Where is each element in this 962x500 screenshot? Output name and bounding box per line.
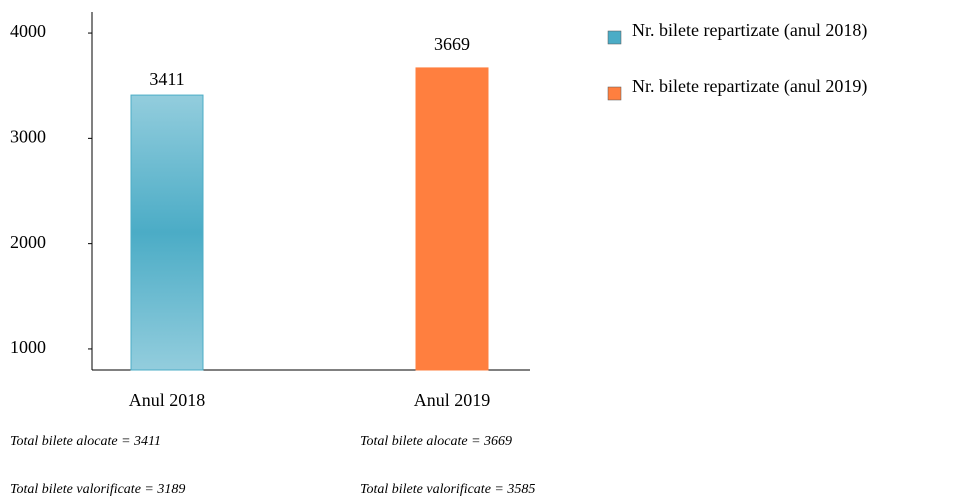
bar [415, 67, 489, 371]
legend-marker [607, 30, 622, 45]
annotation: Total bilete valorificate = 3189 [10, 482, 185, 497]
annotation: Total bilete alocate = 3669 [360, 434, 512, 449]
bar [130, 94, 204, 371]
annotation: Total bilete alocate = 3411 [10, 434, 161, 449]
y-tick-label: 1000 [10, 337, 46, 357]
y-tick-label: 3000 [10, 126, 46, 146]
y-tick-label: 2000 [10, 232, 46, 252]
x-tick-label: Anul 2018 [129, 390, 206, 410]
data-label: 3669 [434, 34, 470, 54]
legend-label: Nr. bilete repartizate (anul 2019) [632, 76, 867, 97]
legend-marker [607, 86, 622, 101]
annotation: Total bilete valorificate = 3585 [360, 482, 535, 497]
y-tick-label: 4000 [10, 21, 46, 41]
legend-label: Nr. bilete repartizate (anul 2018) [632, 20, 867, 41]
x-tick-label: Anul 2019 [414, 390, 491, 410]
data-label: 3411 [149, 69, 184, 89]
